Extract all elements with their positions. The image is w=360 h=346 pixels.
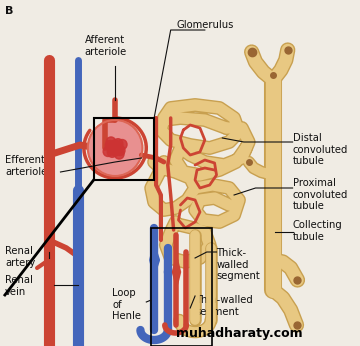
Text: B: B [5,6,13,16]
Circle shape [113,139,123,149]
Text: Efferent
arteriole: Efferent arteriole [5,155,47,176]
Circle shape [115,146,125,155]
Circle shape [117,139,127,149]
Circle shape [103,146,113,156]
Text: Afferent
arteriole: Afferent arteriole [84,35,126,57]
Circle shape [114,149,124,159]
Bar [151,228,212,346]
Text: Glomerulus: Glomerulus [176,20,234,30]
Text: Collecting
tubule: Collecting tubule [293,220,342,242]
Circle shape [109,142,121,154]
Text: Renal
vein: Renal vein [5,275,33,297]
Circle shape [114,143,123,153]
Circle shape [106,137,116,147]
Circle shape [88,120,143,176]
Text: muhadharaty.com: muhadharaty.com [176,327,302,340]
Circle shape [105,140,115,151]
Bar [94,118,154,180]
Text: Thick-
walled
segment: Thick- walled segment [216,248,260,281]
Text: Proximal
convoluted
tubule: Proximal convoluted tubule [293,178,348,211]
Text: Thin-walled
segment: Thin-walled segment [195,295,253,317]
Text: Renal
artery: Renal artery [5,246,35,267]
Circle shape [110,140,120,150]
Circle shape [110,146,120,156]
Text: Distal
convoluted
tubule: Distal convoluted tubule [293,133,348,166]
Circle shape [107,143,116,153]
Text: Loop
of
Henle: Loop of Henle [112,288,141,321]
Circle shape [107,147,117,157]
